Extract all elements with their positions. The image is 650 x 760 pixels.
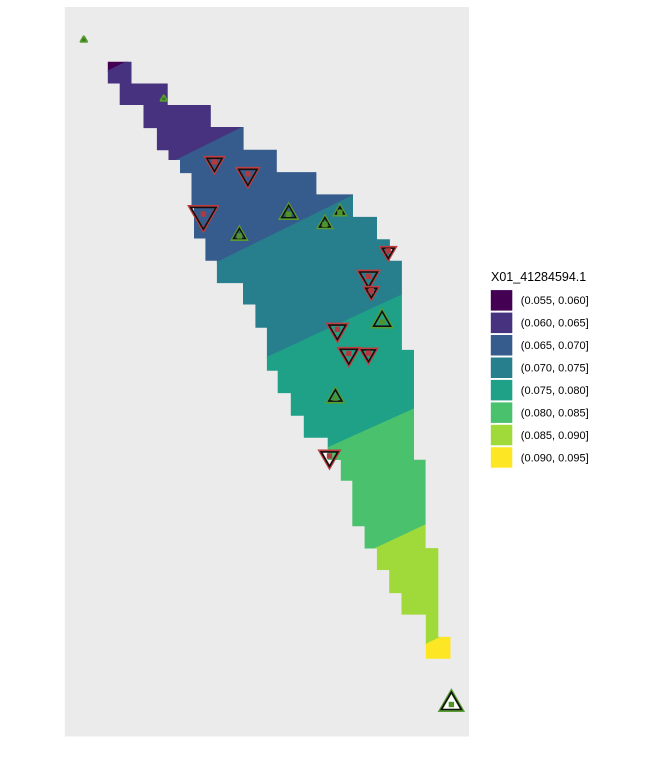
svg-text:(0.060, 0.065]: (0.060, 0.065] xyxy=(521,318,589,330)
svg-text:(0.075, 0.080]: (0.075, 0.080] xyxy=(521,385,589,397)
svg-text:(0.085, 0.090]: (0.085, 0.090] xyxy=(521,430,589,442)
svg-text:X01_41284594.1: X01_41284594.1 xyxy=(491,270,586,284)
svg-text:(0.090, 0.095]: (0.090, 0.095] xyxy=(521,452,589,464)
svg-text:(0.080, 0.085]: (0.080, 0.085] xyxy=(521,408,589,420)
svg-text:(0.055, 0.060]: (0.055, 0.060] xyxy=(521,295,589,307)
svg-text:(0.070, 0.075]: (0.070, 0.075] xyxy=(521,363,589,375)
svg-text:(0.065, 0.070]: (0.065, 0.070] xyxy=(521,340,589,352)
